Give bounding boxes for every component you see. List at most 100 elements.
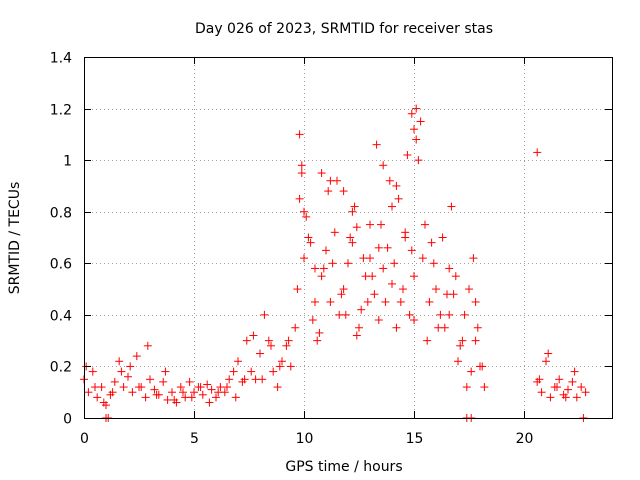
data-point	[383, 243, 392, 252]
data-point	[110, 377, 119, 386]
data-point	[88, 367, 97, 376]
x-tick-label: 0	[80, 431, 89, 447]
data-point	[326, 297, 335, 306]
x-tick-label: 20	[516, 431, 534, 447]
data-point	[302, 212, 311, 221]
data-point	[223, 383, 231, 392]
data-point	[577, 383, 586, 392]
data-point	[146, 375, 154, 384]
data-point	[311, 297, 319, 306]
data-point	[256, 349, 264, 358]
data-point	[286, 362, 295, 371]
data-point	[480, 383, 489, 392]
data-point	[469, 254, 478, 263]
data-point	[454, 357, 462, 366]
data-point	[544, 349, 553, 358]
data-point	[462, 383, 471, 392]
data-point	[377, 220, 385, 229]
data-point	[427, 238, 436, 247]
data-point	[572, 393, 581, 402]
data-point	[93, 393, 102, 402]
x-axis-title: GPS time / hours	[285, 459, 402, 475]
y-tick-label: 0.8	[50, 206, 72, 222]
data-point	[234, 357, 242, 366]
data-point	[537, 388, 546, 397]
data-point	[352, 331, 361, 340]
data-point	[368, 272, 377, 281]
data-point	[337, 290, 346, 299]
data-point	[311, 264, 319, 273]
data-point	[348, 238, 357, 247]
data-point	[447, 202, 456, 211]
data-point	[341, 310, 350, 319]
y-tick-label: 0.4	[50, 309, 72, 325]
data-point	[319, 264, 328, 273]
data-point	[275, 362, 284, 371]
axis-ticks	[84, 57, 612, 419]
data-point	[388, 279, 396, 288]
data-point	[392, 181, 401, 190]
data-point	[445, 264, 454, 273]
data-point	[295, 130, 304, 139]
data-point	[533, 148, 542, 157]
data-point	[352, 223, 361, 232]
data-point	[176, 383, 185, 392]
data-point	[401, 233, 410, 242]
data-point	[570, 367, 579, 376]
data-point	[366, 254, 374, 263]
y-tick-label: 1.2	[50, 103, 72, 119]
data-point	[555, 375, 564, 384]
data-point	[379, 264, 388, 273]
data-point	[339, 285, 348, 294]
data-point	[126, 362, 135, 371]
data-point	[412, 135, 421, 144]
data-point	[405, 310, 414, 319]
data-point	[355, 323, 363, 332]
data-point	[330, 228, 339, 237]
data-point	[546, 393, 555, 402]
data-point	[418, 254, 427, 263]
data-point	[381, 297, 390, 306]
data-point	[370, 290, 379, 299]
data-point	[108, 388, 117, 397]
data-point	[460, 310, 469, 319]
data-point	[326, 176, 335, 185]
y-tick-label: 1.4	[50, 51, 72, 67]
data-point	[324, 187, 333, 196]
y-tick-label: 1	[63, 154, 72, 170]
data-point	[478, 362, 487, 371]
data-point	[399, 285, 407, 294]
data-point	[284, 336, 293, 345]
plot-frame	[84, 57, 613, 419]
data-point	[561, 393, 570, 402]
data-point	[423, 336, 432, 345]
data-point	[317, 272, 326, 281]
data-point	[159, 377, 168, 386]
data-point	[282, 341, 291, 350]
data-point	[304, 233, 313, 242]
data-point	[432, 285, 440, 294]
data-point	[240, 375, 249, 384]
data-point	[196, 383, 205, 392]
y-tick-label: 0.2	[50, 360, 72, 376]
data-point	[293, 285, 302, 294]
data-point	[132, 352, 141, 361]
data-point	[348, 207, 357, 216]
data-point	[124, 372, 132, 381]
chart-title: Day 026 of 2023, SRMTID for receiver sta…	[195, 21, 493, 37]
data-point	[212, 393, 220, 402]
data-point	[99, 398, 108, 407]
data-point	[247, 367, 256, 376]
data-point	[308, 316, 317, 325]
data-point	[119, 383, 128, 392]
data-point	[291, 323, 300, 332]
data-point	[458, 336, 467, 345]
data-point	[150, 385, 159, 394]
data-point	[379, 161, 388, 170]
data-point	[295, 194, 304, 203]
data-point	[372, 140, 381, 149]
data-point	[170, 395, 179, 404]
data-point	[190, 388, 198, 397]
data-point	[168, 388, 176, 397]
